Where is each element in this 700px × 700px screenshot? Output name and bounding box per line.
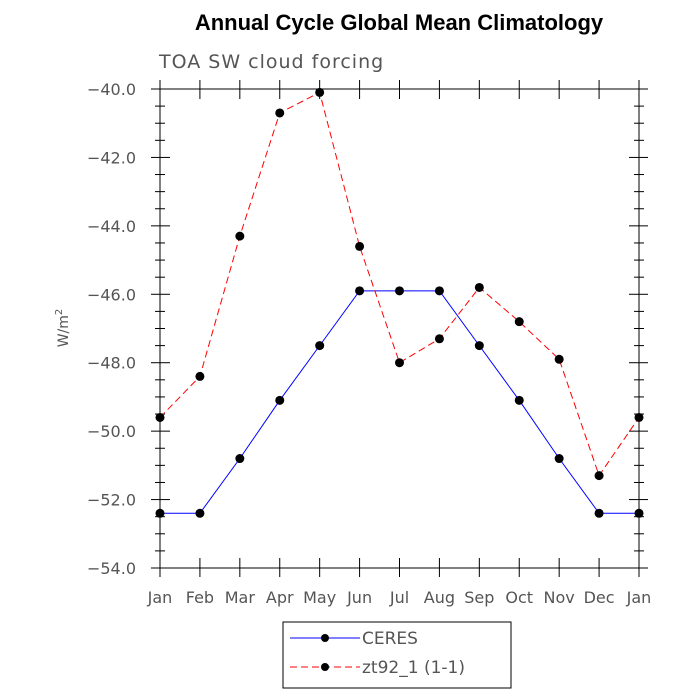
data-point-series-0 — [634, 508, 644, 518]
data-point-series-1 — [155, 412, 165, 422]
y-axis-label-text: W/m — [56, 315, 72, 347]
data-point-series-0 — [235, 454, 245, 464]
data-point-series-0 — [155, 508, 165, 518]
plot-frame — [159, 88, 640, 569]
data-point-series-0 — [474, 341, 484, 351]
y-tick-label: −40.0 — [87, 80, 136, 99]
series-layer — [155, 87, 644, 518]
data-point-series-0 — [355, 286, 365, 296]
series-line-1 — [159, 91, 640, 477]
series-line-0 — [160, 290, 639, 514]
x-tick-label: Feb — [186, 588, 214, 607]
legend-label-ceres: CERES — [362, 629, 418, 649]
chart-title: Annual Cycle Global Mean Climatology — [195, 10, 604, 35]
data-point-series-1 — [434, 334, 444, 344]
data-point-series-0 — [594, 508, 604, 518]
x-tick-label: Jan — [147, 588, 173, 607]
y-tick-label: −42.0 — [87, 148, 136, 167]
data-point-series-1 — [634, 412, 644, 422]
data-point-series-1 — [514, 317, 524, 327]
y-tick-label: −54.0 — [87, 559, 136, 578]
data-point-series-1 — [395, 358, 404, 368]
y-axis-label: W/m2 — [54, 309, 72, 348]
y-tick-label: −50.0 — [87, 422, 136, 441]
data-point-series-1 — [315, 87, 325, 97]
tick-labels: Jan Feb Mar Apr May Jun Jul Aug Sep Oct Nov Dec Jan−… — [87, 80, 651, 607]
data-point-series-0 — [195, 508, 205, 518]
legend: CERES zt92_1 (1-1) — [282, 621, 512, 689]
y-tick-label: −44.0 — [87, 217, 136, 236]
x-tick-label: May — [303, 588, 336, 607]
y-tick-label: −46.0 — [87, 285, 136, 304]
x-tick-label: Mar — [225, 588, 256, 607]
axis-ticks — [151, 80, 648, 577]
data-point-series-0 — [315, 341, 325, 351]
y-tick-label: −48.0 — [87, 354, 136, 373]
data-point-series-0 — [554, 454, 564, 464]
legend-marker-zt92 — [321, 663, 329, 671]
data-point-series-0 — [275, 395, 285, 405]
x-tick-label: Nov — [544, 588, 575, 607]
x-tick-label: Apr — [266, 588, 294, 607]
y-tick-label: −52.0 — [87, 491, 136, 510]
legend-marker-ceres — [321, 634, 329, 642]
data-point-series-1 — [554, 354, 564, 364]
data-point-series-1 — [594, 471, 604, 481]
chart-subtitle: TOA SW cloud forcing — [158, 51, 384, 73]
data-point-series-1 — [355, 241, 365, 251]
x-tick-label: Sep — [464, 588, 494, 607]
x-tick-label: Aug — [424, 588, 455, 607]
x-tick-label: Jan — [626, 588, 652, 607]
legend-box — [282, 621, 512, 689]
x-tick-label: Jun — [346, 588, 372, 607]
data-point-series-1 — [235, 231, 245, 241]
data-point-series-1 — [275, 108, 285, 118]
data-point-series-0 — [395, 286, 404, 296]
svg-text:W/m2: W/m2 — [54, 309, 72, 348]
x-tick-label: Jul — [389, 588, 409, 607]
data-point-series-1 — [195, 371, 205, 381]
data-point-series-1 — [474, 282, 484, 292]
x-tick-label: Dec — [584, 588, 615, 607]
x-tick-label: Oct — [505, 588, 533, 607]
data-point-series-0 — [434, 286, 444, 296]
y-axis-label-superscript: 2 — [54, 309, 65, 315]
data-point-series-0 — [514, 395, 524, 405]
legend-label-zt92: zt92_1 (1-1) — [362, 658, 465, 678]
